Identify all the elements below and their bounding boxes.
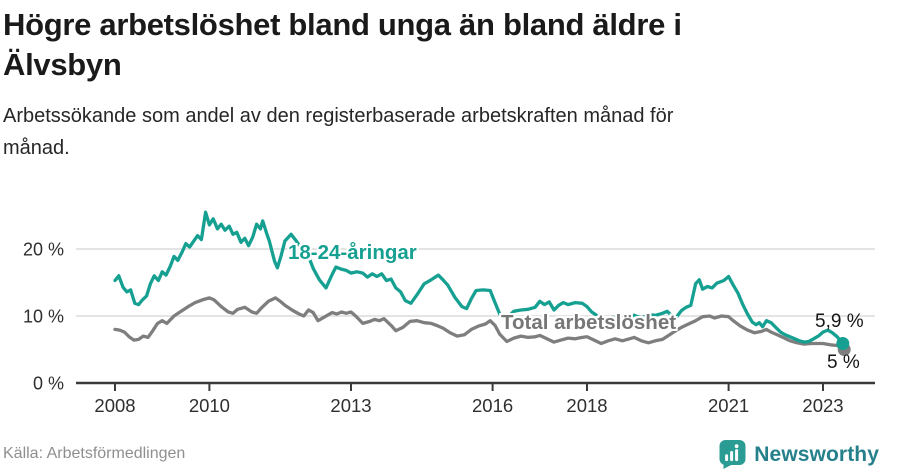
newsworthy-bubble-chart-icon (719, 440, 746, 469)
logo-bubble-tail (723, 461, 733, 469)
series-label-total: Total arbetslöshet (501, 311, 677, 334)
series-line-total (113, 296, 846, 352)
x-tick-label-2021: 2021 (708, 395, 749, 416)
x-tick-label-2023: 2023 (802, 395, 843, 416)
logo-exclamation-dot-icon (734, 444, 739, 449)
end-value-label-total: 5 % (827, 352, 860, 373)
end-dot-youth (836, 337, 850, 350)
newsworthy-wordmark: Newsworthy (754, 442, 879, 466)
newsworthy-logo[interactable]: Newsworthy (719, 440, 879, 469)
x-tick-label-2016: 2016 (472, 395, 513, 416)
y-tick-label: 10 % (23, 307, 64, 327)
x-tick-label-2018: 2018 (566, 395, 607, 416)
source-note: Källa: Arbetsförmedlingen (3, 445, 186, 462)
logo-bars-icon (725, 449, 739, 462)
x-tick-label-2010: 2010 (189, 395, 230, 416)
series-line-youth (113, 210, 845, 346)
x-tick-label-2008: 2008 (94, 395, 135, 416)
page-title: Högre arbetslöshet bland unga än bland ä… (3, 7, 682, 82)
series-label-youth: 18-24-åringar (288, 241, 417, 264)
end-value-label-youth: 5,9 % (815, 311, 864, 332)
page-subtitle: Arbetssökande som andel av den registerb… (3, 105, 674, 159)
x-tick-label-2013: 2013 (330, 395, 371, 416)
y-tick-label: 0 % (33, 374, 64, 394)
y-tick-label: 20 % (23, 240, 64, 260)
